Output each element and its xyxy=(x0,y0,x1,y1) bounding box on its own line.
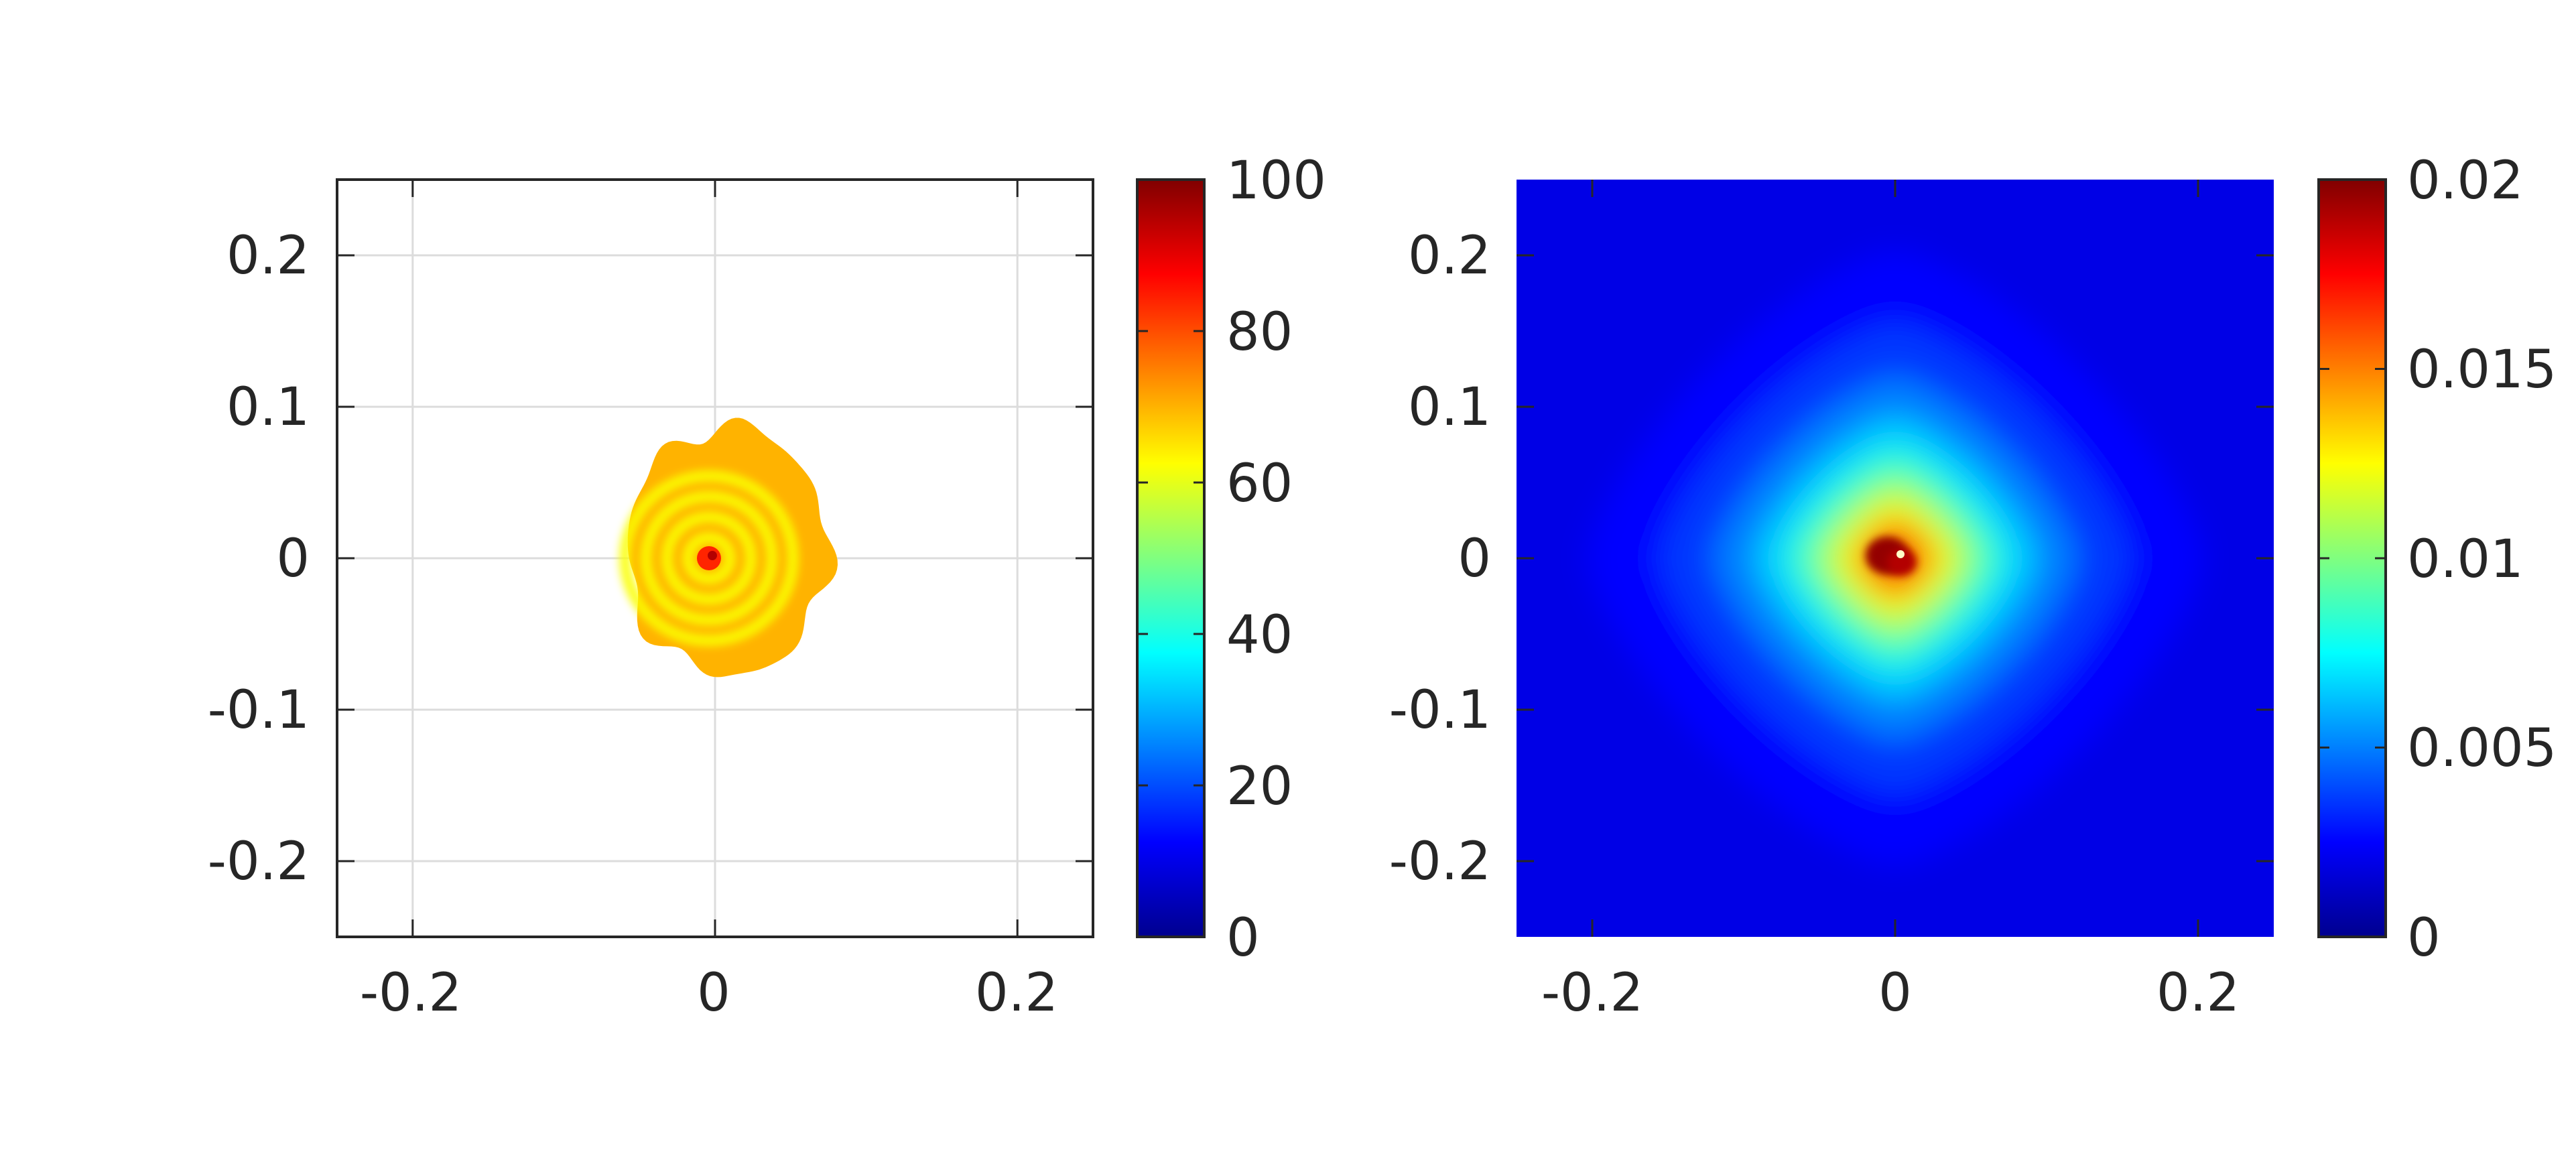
right-colorbar-gradient xyxy=(2319,180,2386,937)
field-ripples xyxy=(619,470,799,647)
left-colorbar-label: 100 xyxy=(1226,151,1326,211)
left-colorbar: 100 80 60 40 20 0 xyxy=(1136,151,1326,968)
field-ripple-ring xyxy=(640,490,778,627)
left-colorbar-label: 60 xyxy=(1226,454,1293,514)
left-y-tick-label: -0.1 xyxy=(208,680,310,741)
left-colorbar-label: 80 xyxy=(1226,302,1293,363)
left-colorbar-label: 0 xyxy=(1226,908,1260,968)
field-ripple-ring xyxy=(619,470,799,647)
left-y-tick-labels: 0.2 0.1 0 -0.1 -0.2 xyxy=(208,226,310,892)
right-y-tick-label: 0.2 xyxy=(1408,226,1491,286)
right-colorbar-box xyxy=(2317,178,2387,938)
left-colorbar-label: 20 xyxy=(1226,757,1293,817)
left-x-tick-label: 0 xyxy=(697,963,730,1023)
right-colorbar-label: 0.01 xyxy=(2407,529,2524,590)
left-y-tick-label: -0.2 xyxy=(208,832,310,892)
left-x-tick-label: 0.2 xyxy=(975,963,1058,1023)
right-x-tick-label: -0.2 xyxy=(1541,963,1643,1023)
right-x-tick-labels: -0.2 0 0.2 xyxy=(1541,963,2240,1023)
left-field-blob xyxy=(619,418,838,678)
field-ripple-ring xyxy=(661,511,757,606)
right-y-tick-label: 0.1 xyxy=(1408,377,1491,438)
field-ripple-ring xyxy=(682,531,736,585)
right-colorbar-label: 0.005 xyxy=(2407,718,2557,779)
left-axes-box xyxy=(336,178,1094,938)
right-colorbar-label: 0 xyxy=(2407,908,2441,968)
right-colorbar: 0.02 0.015 0.01 0.005 0 xyxy=(2317,151,2557,968)
left-colorbar-box xyxy=(1136,178,1206,938)
left-x-tick-labels: -0.2 0 0.2 xyxy=(360,963,1058,1023)
right-axis-ticks xyxy=(1517,180,2274,937)
right-colorbar-label: 0.015 xyxy=(2407,340,2557,400)
left-x-tick-label: -0.2 xyxy=(360,963,462,1023)
left-axis-ticks xyxy=(337,180,1093,937)
left-colorbar-label: 40 xyxy=(1226,605,1293,665)
field-center-core xyxy=(707,551,717,560)
left-y-tick-label: 0.1 xyxy=(227,377,310,438)
left-y-tick-label: 0 xyxy=(276,529,310,589)
right-heatmap-panel: -0.2 0 0.2 0.2 0.1 0 -0.1 -0.2 xyxy=(1389,180,2274,1023)
right-field xyxy=(1517,180,2274,937)
left-heatmap-panel: -0.2 0 0.2 0.2 0.1 0 -0.1 -0.2 xyxy=(208,178,1094,1023)
right-y-tick-label: -0.2 xyxy=(1389,832,1491,892)
left-y-tick-label: 0.2 xyxy=(227,226,310,286)
field-peak-highlight xyxy=(1896,550,1905,558)
right-x-tick-label: 0 xyxy=(1878,963,1912,1023)
right-y-tick-label: -0.1 xyxy=(1389,680,1491,741)
right-y-tick-labels: 0.2 0.1 0 -0.1 -0.2 xyxy=(1389,226,1491,892)
right-y-tick-label: 0 xyxy=(1458,529,1491,589)
right-x-tick-label: 0.2 xyxy=(2156,963,2240,1023)
right-colorbar-label: 0.02 xyxy=(2407,151,2524,211)
left-colorbar-gradient xyxy=(1137,180,1204,937)
field-peak-secondary xyxy=(1887,549,1917,576)
